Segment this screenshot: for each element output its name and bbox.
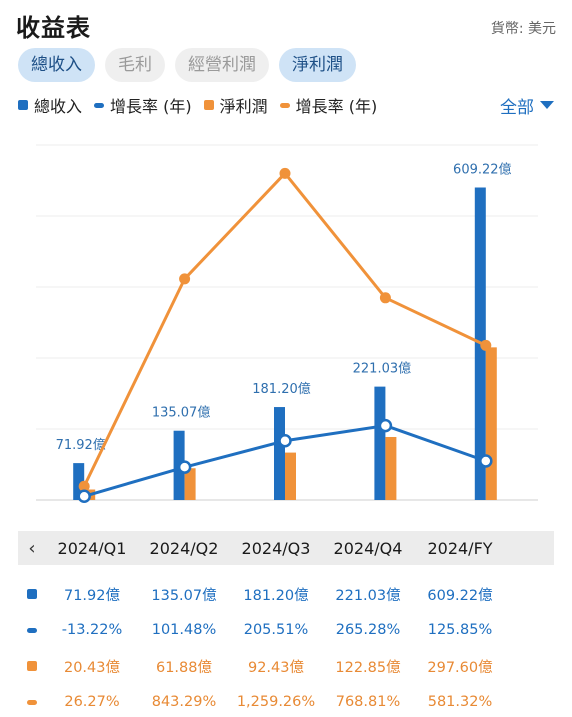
period-label[interactable]: 2024/Q2 xyxy=(149,538,219,558)
revenue-data-label: 609.22億 xyxy=(453,162,512,178)
table-cell: 61.88億 xyxy=(155,659,212,676)
table-cell: 20.43億 xyxy=(63,659,120,676)
table-cell: 221.03億 xyxy=(335,587,401,604)
table-cell: 26.27% xyxy=(64,694,120,710)
blue-square-icon xyxy=(18,100,28,110)
revenue-bar xyxy=(274,407,285,500)
table-cell: 92.43億 xyxy=(247,659,304,676)
net-income-bar xyxy=(184,468,196,500)
table-cell: 265.28% xyxy=(335,622,401,638)
table-cell: 205.51% xyxy=(243,622,309,638)
revenue-growth-point xyxy=(77,489,91,504)
blue-square-icon xyxy=(27,589,37,599)
chevron-left-icon[interactable]: ‹ xyxy=(28,537,36,559)
tab-total-revenue[interactable]: 總收入 xyxy=(18,48,95,82)
table-cell: 843.29% xyxy=(151,694,217,710)
table-cell: 71.92億 xyxy=(63,587,120,604)
metric-tabs: 總收入 毛利 經營利潤 淨利潤 xyxy=(18,48,356,82)
legend-revenue-label: 總收入 xyxy=(34,97,83,116)
net-growth-point xyxy=(179,273,191,285)
table-cell: 609.22億 xyxy=(427,587,493,604)
revenue-growth-point xyxy=(177,460,192,474)
table-row-revenue-growth: -13.22% 101.48% 205.51% 265.28% 125.85% xyxy=(18,612,554,648)
header: 收益表 貨幣: 美元 xyxy=(16,6,556,42)
table-cell: 181.20億 xyxy=(243,587,309,604)
net-income-bar xyxy=(285,452,296,500)
blue-dash-icon xyxy=(94,102,105,108)
net-income-bar xyxy=(485,347,497,500)
net-growth-point xyxy=(379,292,391,304)
orange-square-icon xyxy=(203,100,214,110)
legend-net-income-label: 淨利潤 xyxy=(219,97,268,116)
revenue-bar xyxy=(374,386,386,500)
table-row-revenue: 71.92億 135.07億 181.20億 221.03億 609.22億 xyxy=(18,576,554,612)
table-cell: -13.22% xyxy=(61,622,123,638)
net-growth-point xyxy=(78,480,90,492)
table-cell: 135.07億 xyxy=(151,587,217,604)
orange-square-icon xyxy=(27,661,37,671)
revenue-growth-point xyxy=(278,434,292,448)
table-cell: 101.48% xyxy=(151,622,217,638)
table-cell: 125.85% xyxy=(427,622,493,638)
data-table: 71.92億 135.07億 181.20億 221.03億 609.22億 -… xyxy=(18,576,554,717)
tab-operating-profit[interactable]: 經營利潤 xyxy=(175,48,269,82)
revenue-data-label: 135.07億 xyxy=(152,405,211,421)
period-header: ‹ 2024/Q1 2024/Q2 2024/Q3 2024/Q4 2024/F… xyxy=(18,531,554,565)
table-row-net-growth: 26.27% 843.29% 1,259.26% 768.81% 581.32% xyxy=(18,684,554,717)
legend-revenue-growth-label: 增長率 (年) xyxy=(110,97,192,116)
chart-legend: 總收入 增長率 (年) 淨利潤 增長率 (年) xyxy=(18,93,389,117)
table-cell: 768.81% xyxy=(335,694,401,710)
orange-dash-icon xyxy=(27,699,37,705)
caret-down-icon xyxy=(540,101,554,109)
legend-net-growth: 增長率 (年) xyxy=(279,93,378,117)
revenue-bar xyxy=(73,463,85,500)
currency-label: 貨幣: 美元 xyxy=(490,21,556,37)
revenue-growth-point xyxy=(378,418,393,433)
orange-dash-icon xyxy=(279,102,290,108)
revenue-data-label: 181.20億 xyxy=(252,381,311,397)
income-chart: 71.92億 135.07億 181.20億 221.03億 609.22億 xyxy=(36,144,538,504)
table-cell: 297.60億 xyxy=(427,659,493,676)
page-title: 收益表 xyxy=(16,14,91,42)
net-growth-point xyxy=(480,339,492,351)
net-income-bar xyxy=(385,436,397,500)
legend-net-growth-label: 增長率 (年) xyxy=(295,97,378,116)
legend-revenue: 總收入 xyxy=(18,93,82,117)
table-row-net-income: 20.43億 61.88億 92.43億 122.85億 297.60億 xyxy=(18,648,554,684)
all-dropdown-label: 全部 xyxy=(500,97,534,118)
tab-net-income[interactable]: 淨利潤 xyxy=(279,48,356,82)
tab-gross-profit[interactable]: 毛利 xyxy=(105,48,165,82)
revenue-data-label: 71.92億 xyxy=(56,437,106,453)
table-cell: 122.85億 xyxy=(335,659,401,676)
period-label[interactable]: 2024/FY xyxy=(427,538,493,558)
revenue-data-label: 221.03億 xyxy=(353,361,412,377)
legend-net-income: 淨利潤 xyxy=(203,93,268,117)
period-label[interactable]: 2024/Q1 xyxy=(57,538,127,558)
blue-dash-icon xyxy=(27,627,37,633)
legend-revenue-growth: 增長率 (年) xyxy=(94,93,192,117)
table-cell: 1,259.26% xyxy=(236,694,316,710)
period-label[interactable]: 2024/Q4 xyxy=(333,538,403,558)
net-growth-point xyxy=(279,167,291,179)
all-dropdown[interactable]: 全部 xyxy=(500,93,554,118)
revenue-growth-point xyxy=(479,454,493,468)
table-cell: 581.32% xyxy=(427,694,493,710)
period-label[interactable]: 2024/Q3 xyxy=(241,538,311,558)
